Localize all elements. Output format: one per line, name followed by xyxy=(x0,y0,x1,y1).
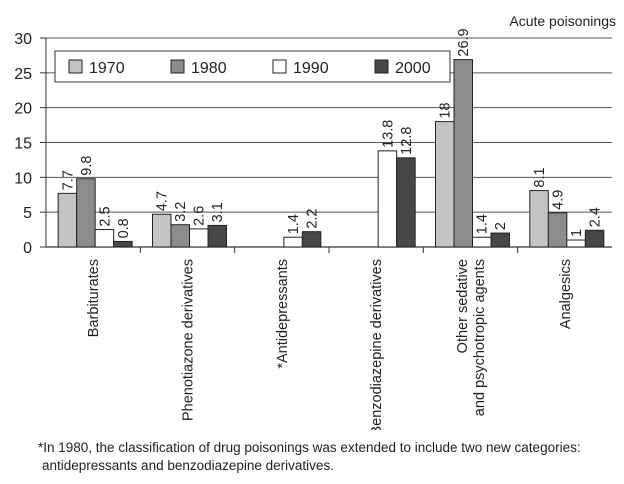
y-tick-label: 10 xyxy=(14,170,32,187)
y-tick-label: 20 xyxy=(14,101,32,118)
data-label: 1 xyxy=(569,229,585,237)
bar xyxy=(584,229,605,248)
footnote: *In 1980, the classification of drug poi… xyxy=(38,439,618,475)
data-label: 1.4 xyxy=(286,214,302,234)
bar xyxy=(94,229,115,248)
data-label: 4.7 xyxy=(155,191,171,211)
category-label: and psychotropic agents xyxy=(472,259,488,416)
bar xyxy=(377,150,398,248)
category-label: Barbiturates xyxy=(86,259,102,337)
y-tick-label: 15 xyxy=(14,136,32,153)
bar xyxy=(207,224,227,248)
data-label: 7.7 xyxy=(60,170,76,190)
data-label: 0.8 xyxy=(116,218,132,238)
legend-label: 2000 xyxy=(395,60,431,77)
bar xyxy=(76,178,96,248)
data-label: 2 xyxy=(493,222,509,230)
data-label: 2.6 xyxy=(192,206,208,226)
data-label: 3.2 xyxy=(173,202,189,222)
legend-label: 1990 xyxy=(293,60,329,77)
data-label: 2.4 xyxy=(588,207,604,227)
y-tick-label: 5 xyxy=(23,205,32,222)
legend-swatch xyxy=(272,59,287,74)
bar xyxy=(57,192,78,248)
bar xyxy=(435,121,455,248)
footnote-line-2: antidepressants and benzodiazepine deriv… xyxy=(42,458,334,473)
data-label: 13.8 xyxy=(380,120,396,148)
legend-swatch xyxy=(170,59,185,74)
y-tick-label: 25 xyxy=(14,66,32,83)
y-tick-label: 30 xyxy=(14,31,32,48)
category-label: *Antidepressants xyxy=(275,259,291,369)
legend-label: 1980 xyxy=(191,60,227,77)
data-label: 9.8 xyxy=(79,156,95,176)
bar xyxy=(396,157,416,248)
bar xyxy=(472,236,492,248)
data-label: 8.1 xyxy=(532,167,548,187)
data-label: 12.8 xyxy=(399,127,415,155)
bar xyxy=(170,224,190,248)
data-label: 18 xyxy=(438,102,454,118)
data-label: 2.2 xyxy=(305,209,321,229)
y-tick-label: 0 xyxy=(23,240,32,257)
category-label: *Benzodiazepine derivatives xyxy=(369,259,385,430)
category-label: Analgesics xyxy=(558,259,574,329)
data-label: 1.4 xyxy=(475,214,491,234)
footnote-line-1: *In 1980, the classification of drug poi… xyxy=(38,440,581,455)
bar xyxy=(453,59,473,248)
data-label: 26.9 xyxy=(456,28,472,56)
chart-title: Acute poisonings xyxy=(509,13,616,29)
legend-label: 1970 xyxy=(89,60,125,77)
data-label: 3.1 xyxy=(210,202,226,222)
bar xyxy=(283,236,303,248)
bar xyxy=(189,228,209,248)
legend-swatch xyxy=(68,59,83,74)
data-label: 2.5 xyxy=(97,206,113,226)
bar xyxy=(113,240,133,248)
bar xyxy=(490,232,510,248)
category-label: Phenotiazone derivatives xyxy=(181,259,197,421)
bar xyxy=(529,190,549,248)
bar xyxy=(547,212,568,248)
bar-chart: 0510152025307.79.82.50.8Barbiturates4.73… xyxy=(14,28,612,430)
legend-swatch xyxy=(374,59,389,74)
bar xyxy=(301,231,322,248)
category-label: Other sedative xyxy=(455,259,471,353)
bar xyxy=(566,239,586,248)
data-label: 4.9 xyxy=(551,190,567,210)
bar xyxy=(152,213,172,248)
